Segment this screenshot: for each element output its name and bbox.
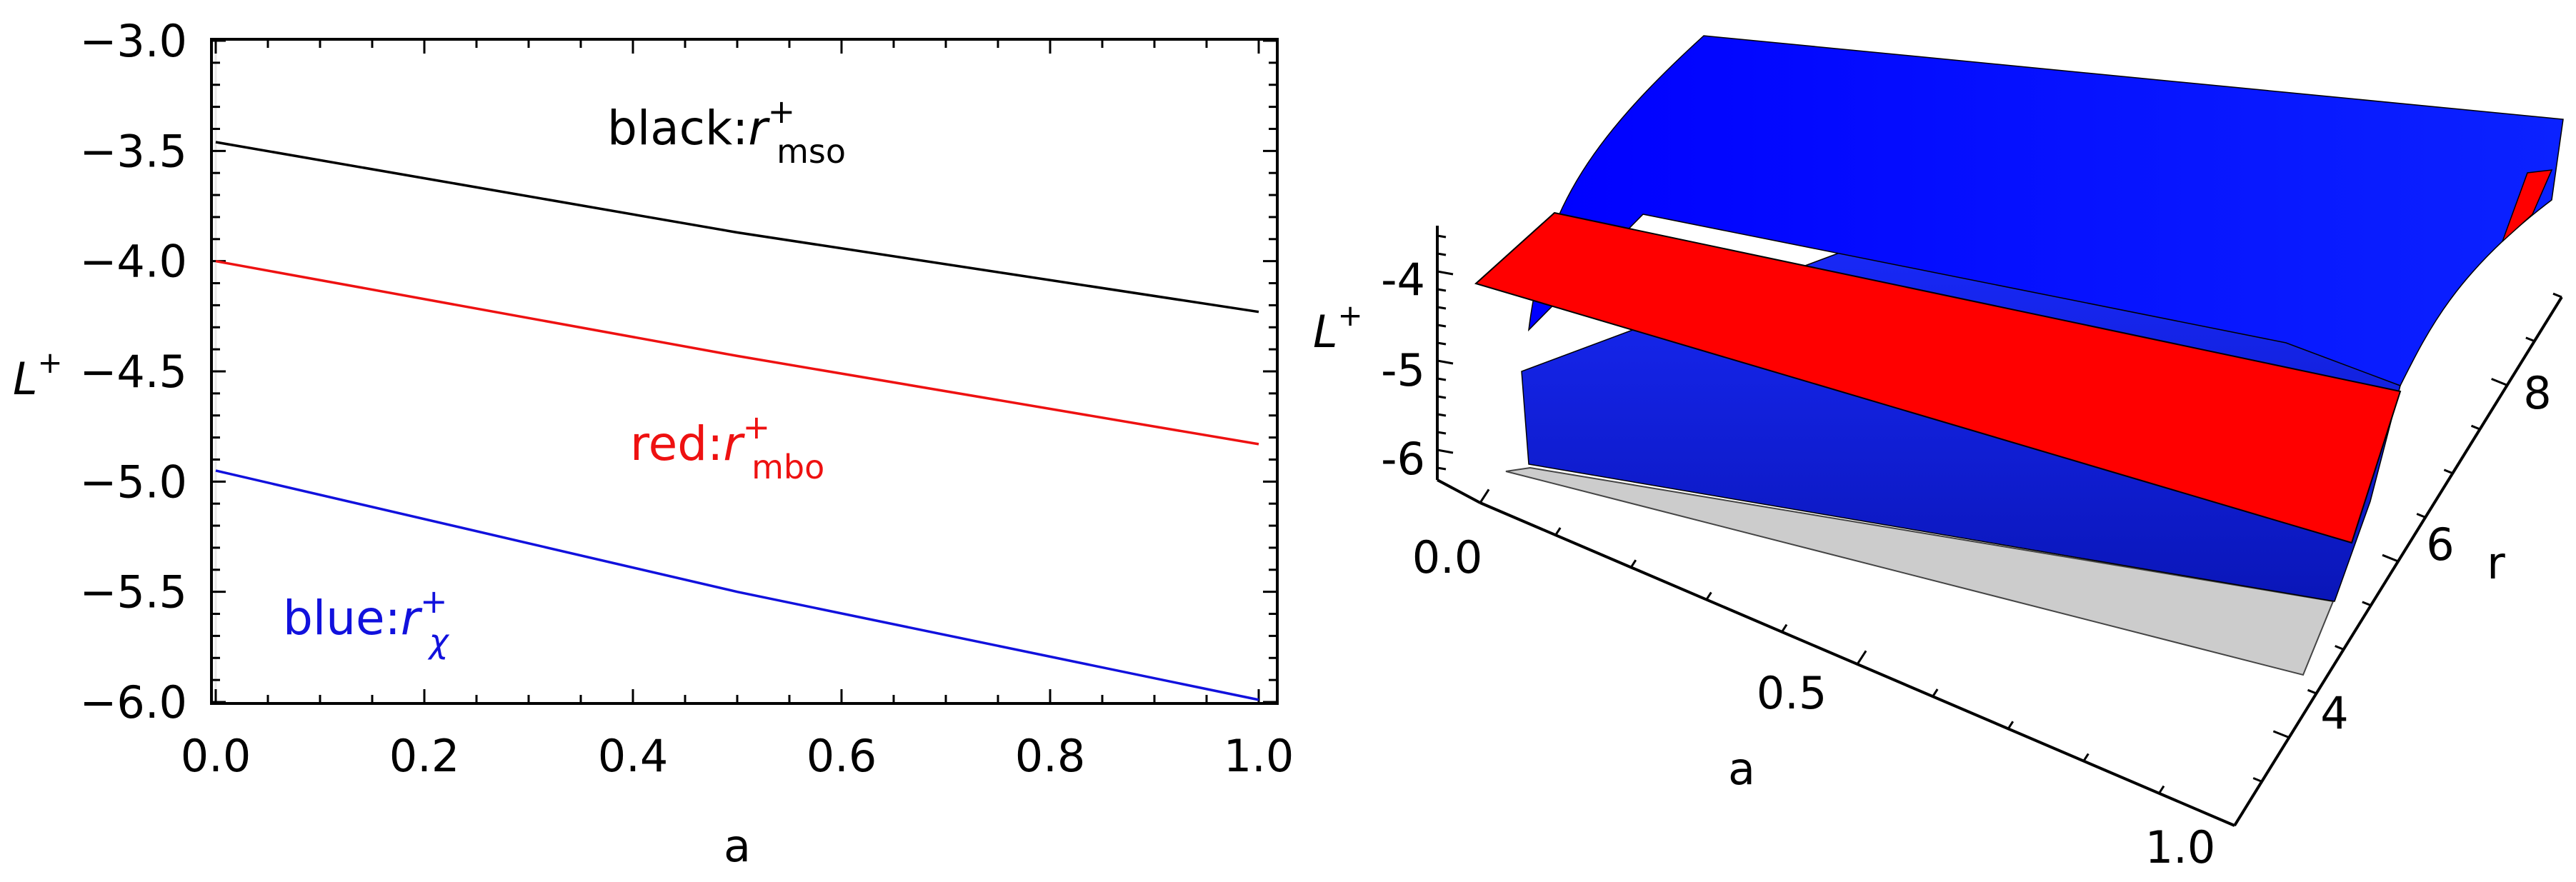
a-axis-tick: [1932, 688, 1939, 698]
left-line-chart: 0.0 0.2 0.4 0.6 0.8 1.0 −3.0−3.5−4.0−4.5−5.0−…: [13, 15, 1294, 872]
a-tick-label: 0.0: [1412, 531, 1483, 583]
series-group: [215, 141, 1259, 701]
annotation-blue: blue:r+ χ: [283, 582, 450, 661]
z-axis-tick: [1437, 324, 1447, 328]
y-tick-label: −6.0: [79, 676, 187, 728]
series-line-0: [215, 141, 1259, 314]
y-tick-label: −3.5: [79, 125, 187, 177]
y-tick-label: −3.0: [79, 15, 187, 67]
y-tick-label: −5.5: [79, 566, 187, 618]
r-axis-tick: [2362, 601, 2372, 607]
z-tick-label: -4: [1381, 254, 1425, 306]
y-axis-label-sup: +: [38, 345, 63, 380]
y-tick-label: −4.0: [79, 236, 187, 288]
r-axis-tick: [2525, 336, 2535, 343]
z-a-connector: [1437, 478, 1481, 504]
a-axis-tick: [2233, 811, 2245, 826]
plot-frame: [210, 38, 1279, 705]
r-axis-tick: [2416, 513, 2426, 518]
y-tick-label: −4.5: [79, 346, 187, 398]
r-axis-tick: [2470, 424, 2481, 431]
a-axis-tick: [1781, 623, 1788, 633]
x-tick-label: 0.8: [1015, 730, 1086, 782]
z-axis-tick: [1437, 359, 1454, 365]
y-axis-label: L+: [13, 345, 63, 405]
x-axis-label: a: [724, 820, 751, 872]
series-line-1: [215, 259, 1259, 446]
annotation-black: black:r+ mso: [607, 92, 846, 171]
x-tick-label: 1.0: [1224, 730, 1294, 782]
r-tick-label: 4: [2320, 687, 2348, 739]
x-tick-label: 0.2: [389, 730, 460, 782]
a-tick-label: 0.5: [1757, 667, 1827, 719]
tick-marks: [213, 39, 1276, 703]
a-tick-label: 1.0: [2145, 821, 2216, 873]
z-axis-tick: [1437, 448, 1454, 454]
r-tick-label: 6: [2426, 518, 2454, 571]
z-axis-tick: [1437, 395, 1447, 399]
z-tick-label: -6: [1381, 433, 1425, 485]
y-tick-labels: −3.0 −3.5 −4.0 −4.5 −5.0 −5.5 −6.0: [79, 15, 187, 728]
3d-tick-marks: [1437, 234, 2562, 827]
r-axis-tick: [2382, 553, 2399, 563]
r-axis-tick: [2225, 821, 2235, 827]
r-axis-tick: [2252, 777, 2262, 783]
a-axis-tick: [2158, 785, 2165, 794]
x-tick-label: 0.6: [807, 730, 877, 782]
a-axis-tick: [1856, 650, 1867, 665]
r-axis-tick: [2552, 292, 2562, 299]
z-axis-tick: [1437, 341, 1447, 346]
3d-a-axis-label: a: [1728, 743, 1755, 795]
z-axis-tick: [1437, 252, 1447, 256]
annotation-red: red:r+ mbo: [630, 408, 824, 486]
series-line-2: [215, 469, 1259, 701]
y-tick-label: −5.0: [79, 456, 187, 508]
r-axis-tick: [2307, 688, 2317, 695]
a-axis-tick: [2007, 721, 2015, 730]
3d-r-axis-label: r: [2487, 537, 2505, 589]
z-axis-tick: [1437, 234, 1447, 239]
red-surface-back: [2502, 169, 2553, 242]
z-axis-tick: [1437, 377, 1447, 381]
z-axis-tick: [1437, 270, 1454, 276]
z-axis-tick: [1437, 288, 1447, 292]
x-tick-labels: 0.0 0.2 0.4 0.6 0.8 1.0: [181, 730, 1294, 782]
r-axis-tick: [2443, 468, 2453, 475]
a-axis-tick: [2082, 753, 2090, 762]
3d-z-axis-label: L+: [1313, 298, 1363, 358]
right-3d-surface-chart: -4 -5 -6 0.0 0.5 1.0 4 6 8 L+ a r: [1313, 35, 2564, 873]
a-axis-tick: [1705, 591, 1712, 601]
z-tick-label: -5: [1381, 344, 1425, 396]
r-axis-tick: [2491, 378, 2508, 386]
a-axis-tick: [1629, 559, 1637, 568]
x-tick-label: 0.0: [181, 730, 251, 782]
z-axis-tick: [1437, 413, 1447, 417]
a-axis-tick: [1554, 527, 1562, 536]
r-axis-tick: [2272, 730, 2290, 739]
red-surface: [1474, 211, 2402, 544]
a-axis-tick: [1479, 488, 1490, 503]
r-tick-label: 8: [2523, 367, 2551, 419]
z-axis-tick: [1437, 306, 1447, 310]
z-axis-tick: [1437, 466, 1447, 471]
r-axis-tick: [2335, 645, 2345, 651]
x-tick-label: 0.4: [598, 730, 669, 782]
z-axis-tick: [1437, 431, 1447, 435]
y-axis-label-symbol: L: [13, 353, 38, 405]
